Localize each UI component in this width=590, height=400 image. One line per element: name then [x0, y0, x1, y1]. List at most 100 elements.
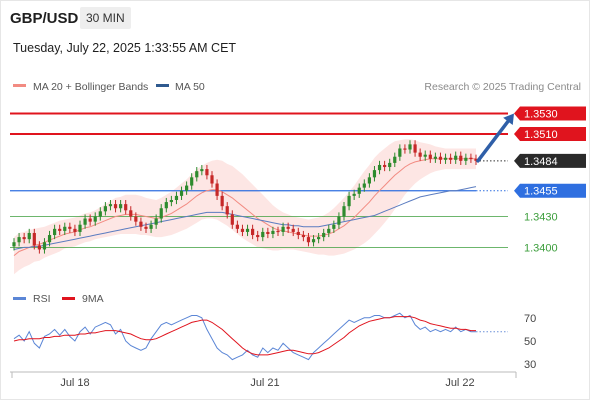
ma20-line	[13, 158, 476, 256]
price-tag-1.3530	[514, 106, 586, 121]
price-tag-text-1.3510: 1.3510	[524, 129, 558, 141]
candle-body	[367, 177, 371, 184]
candle-body	[383, 164, 387, 168]
candle-body	[108, 204, 113, 207]
candle-body	[276, 230, 280, 233]
candle-body	[235, 224, 239, 229]
candle-body	[88, 218, 92, 222]
price-tag-1.3455	[514, 183, 586, 198]
candle-body	[144, 226, 148, 229]
candle-body	[372, 170, 377, 178]
candle-body	[58, 228, 62, 231]
candle-body	[47, 235, 52, 243]
candle-body	[139, 221, 143, 227]
candle-body	[149, 224, 153, 229]
price-tag-1.3510	[514, 127, 586, 142]
credit-text: Research © 2025 Trading Central	[424, 81, 581, 93]
rsi-ma-line	[13, 316, 476, 356]
candle-body	[449, 157, 453, 160]
candle-body	[311, 239, 316, 243]
candle-body	[73, 228, 77, 232]
candle-body	[286, 226, 290, 229]
candle-body	[403, 148, 407, 150]
candle-body	[347, 195, 351, 207]
x-tick-label: Jul 21	[250, 377, 279, 389]
candle-body	[119, 204, 123, 209]
candle-body	[261, 231, 265, 238]
legend-rsi-ma-label: 9MA	[82, 293, 104, 305]
price-tag-text-1.3455: 1.3455	[524, 186, 558, 198]
candle-body	[251, 228, 255, 236]
candle-body	[454, 155, 458, 160]
candle-body	[428, 154, 432, 159]
candle-body	[205, 169, 209, 176]
candle-body	[357, 187, 361, 194]
price-tag-1.3484	[514, 153, 586, 168]
candle-body	[464, 157, 468, 161]
candle-body	[53, 228, 57, 236]
candle-body	[225, 206, 229, 215]
candle-body	[78, 224, 82, 232]
candle-body	[306, 237, 311, 243]
candle-body	[362, 183, 366, 188]
rsi-line	[13, 312, 476, 361]
header: GBP/USD 30 MIN	[0, 0, 590, 36]
candle-body	[256, 235, 260, 238]
candle-body	[27, 232, 31, 240]
symbol-title: GBP/USD	[10, 10, 79, 27]
candle-body	[103, 206, 107, 212]
legend-rsi-ma-swatch	[62, 297, 75, 300]
candle-body	[418, 152, 422, 157]
projection-arrow-head	[503, 113, 514, 126]
candle-body	[169, 200, 173, 203]
candle-body	[423, 154, 427, 157]
candle-body	[37, 245, 41, 250]
rsi-tick-50: 50	[524, 336, 536, 348]
candle-body	[129, 210, 133, 217]
candle-body	[195, 171, 199, 178]
candle-body	[83, 218, 87, 225]
legend-ma20-swatch	[13, 84, 26, 87]
candle-body	[134, 216, 138, 222]
candle-body	[154, 218, 158, 225]
level-label-1.3400: 1.3400	[524, 242, 558, 254]
candle-body	[474, 158, 478, 161]
candle-body	[190, 177, 194, 186]
candle-body	[185, 185, 189, 191]
candle-body	[433, 156, 437, 159]
candle-body	[408, 144, 412, 150]
level-label-1.3430: 1.3430	[524, 211, 558, 223]
bollinger-bands	[14, 139, 476, 275]
candle-body	[301, 235, 305, 238]
x-tick-label: Jul 18	[60, 377, 89, 389]
rsi-tick-30: 30	[524, 359, 536, 371]
legend-rsi-label: RSI	[33, 293, 51, 305]
price-tag-text-1.3484: 1.3484	[524, 156, 558, 168]
candle-body	[291, 228, 295, 232]
candle-body	[352, 193, 356, 196]
candle-body	[164, 202, 168, 209]
candle-body	[32, 232, 36, 246]
candle-body	[113, 204, 118, 209]
candle-body	[413, 144, 417, 153]
projection-arrow-shaft	[476, 119, 510, 163]
legend-ma20-label: MA 20 + Bollinger Bands	[33, 81, 148, 93]
candle-body	[12, 242, 16, 247]
x-tick-label: Jul 22	[445, 377, 474, 389]
candle-body	[388, 162, 392, 168]
candle-body	[469, 157, 473, 159]
timeframe-badge[interactable]: 30 MIN	[80, 7, 131, 29]
ma50-line	[13, 186, 477, 250]
candle-body	[296, 231, 300, 236]
candle-body	[377, 164, 382, 171]
candle-body	[200, 169, 204, 172]
candle-body	[210, 175, 214, 184]
legend-ma50-swatch	[156, 84, 169, 87]
candle-body	[159, 208, 163, 219]
candle-body	[281, 226, 285, 232]
candle-body	[179, 190, 184, 196]
candle-body	[398, 148, 402, 157]
candle-body	[220, 195, 224, 207]
